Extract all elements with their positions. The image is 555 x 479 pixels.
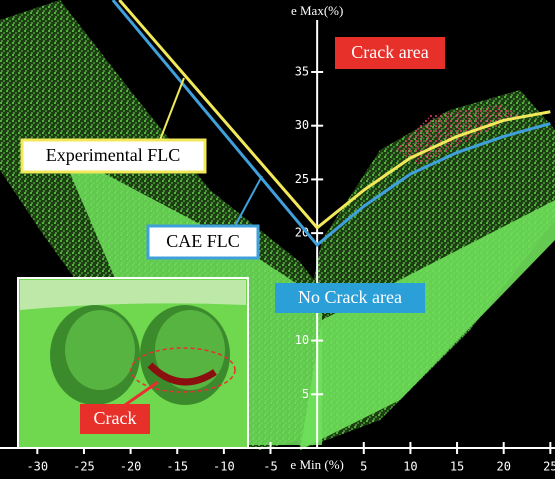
x-tick-label: -15	[166, 460, 188, 474]
legend-label: Experimental FLC	[46, 145, 180, 165]
y-tick-label: 35	[295, 64, 309, 78]
annotation: No Crack area	[298, 287, 402, 307]
y-axis-label: e Max(%)	[291, 3, 343, 18]
x-tick-label: 15	[450, 460, 464, 474]
y-tick-label: 30	[295, 118, 309, 132]
chart: 51020253035-30-25-20-15-10-5510152025e M…	[0, 0, 555, 479]
x-tick-label: 20	[496, 460, 510, 474]
y-tick-label: 5	[302, 387, 309, 401]
y-tick-label: 25	[295, 172, 309, 186]
x-tick-label: 25	[543, 460, 555, 474]
x-tick-label: -25	[73, 460, 95, 474]
x-tick-label: -5	[263, 460, 277, 474]
x-tick-label: -10	[213, 460, 235, 474]
annotation: Crack area	[351, 42, 428, 62]
annotation: Crack	[94, 408, 137, 428]
x-tick-label: 5	[360, 460, 367, 474]
y-tick-label: 10	[295, 333, 309, 347]
x-axis-label: e Min (%)	[290, 457, 343, 472]
x-tick-label: 10	[403, 460, 417, 474]
x-tick-label: -30	[26, 460, 48, 474]
legend-label: CAE FLC	[166, 231, 240, 251]
x-tick-label: -20	[120, 460, 142, 474]
